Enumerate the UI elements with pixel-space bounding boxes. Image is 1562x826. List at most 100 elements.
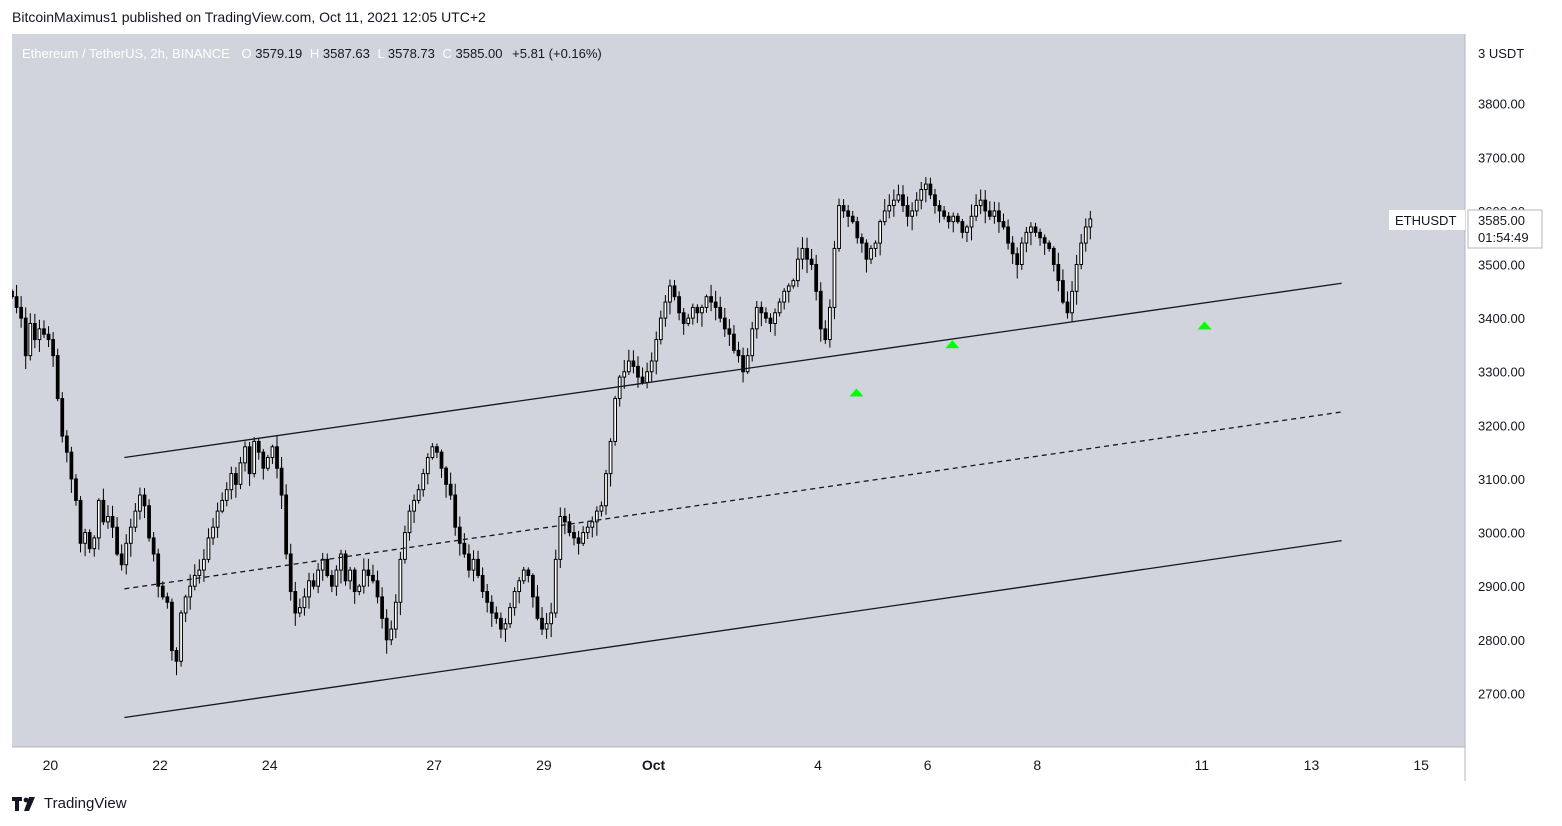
candle-body bbox=[709, 296, 713, 303]
ticker-label-bg bbox=[1389, 210, 1465, 230]
legend-close-label: C bbox=[443, 46, 452, 61]
candle-body bbox=[142, 494, 147, 507]
time-tick-label: Oct bbox=[642, 757, 666, 773]
price-tick-label: 3000.00 bbox=[1478, 526, 1525, 541]
candle-body bbox=[192, 574, 197, 587]
candle-body bbox=[933, 194, 937, 207]
candle-body bbox=[266, 457, 270, 469]
candle-body bbox=[572, 532, 576, 539]
time-ticks: 20 22 24 27 29 Oct 4 6 8 11 13 15 bbox=[43, 757, 1430, 773]
candle-body bbox=[489, 601, 494, 614]
candle-body bbox=[462, 542, 467, 555]
candle-body bbox=[713, 301, 718, 308]
ticker-label: ETHUSDT bbox=[1395, 213, 1456, 228]
candle-body bbox=[325, 558, 330, 576]
candle-body bbox=[727, 328, 732, 335]
candle-body bbox=[393, 601, 398, 630]
candle-body bbox=[197, 569, 202, 576]
candle-body bbox=[1019, 242, 1024, 266]
candle-body bbox=[581, 532, 586, 544]
candle-body bbox=[234, 473, 238, 485]
candle-body bbox=[51, 339, 55, 357]
candle-body bbox=[800, 247, 805, 260]
candle-body bbox=[855, 221, 860, 239]
candle-body bbox=[791, 280, 796, 287]
candle-body bbox=[284, 494, 289, 555]
candle-body bbox=[1006, 226, 1010, 244]
time-tick-label: 22 bbox=[152, 757, 168, 773]
candle-body bbox=[923, 183, 928, 190]
candle-body bbox=[622, 371, 627, 378]
candle-body bbox=[87, 532, 92, 550]
candle-body bbox=[320, 558, 325, 571]
support-marker-icon bbox=[945, 340, 960, 349]
candle-body bbox=[403, 532, 407, 560]
candle-body bbox=[617, 376, 622, 400]
candle-body bbox=[407, 510, 412, 534]
candle-body bbox=[599, 505, 604, 512]
candle-body bbox=[521, 569, 526, 582]
last-price-tag[interactable]: ETHUSDT 3585.00 01:54:49 bbox=[1389, 209, 1543, 249]
price-tick-label: 3500.00 bbox=[1478, 258, 1525, 273]
candle-body bbox=[14, 296, 19, 308]
candle-body bbox=[873, 242, 878, 249]
candle-body bbox=[677, 296, 681, 314]
candle-body bbox=[243, 446, 247, 464]
candle-body bbox=[750, 328, 755, 357]
price-tick-label: 3300.00 bbox=[1478, 365, 1525, 380]
candle-body bbox=[983, 199, 988, 212]
candle-body bbox=[133, 510, 138, 528]
candle-body bbox=[818, 290, 823, 330]
candle-body bbox=[558, 515, 563, 560]
candle-body bbox=[1042, 237, 1047, 244]
candle-body bbox=[869, 247, 873, 260]
candle-body bbox=[183, 596, 188, 614]
published-header: BitcoinMaximus1 published on TradingView… bbox=[12, 9, 486, 25]
candle-body bbox=[307, 580, 311, 598]
candle-body bbox=[704, 296, 709, 308]
candle-body bbox=[279, 467, 284, 496]
price-chart[interactable]: 2700.00 2800.00 2900.00 3000.00 3100.00 3200.… bbox=[12, 34, 1549, 781]
candle-body bbox=[608, 440, 613, 475]
candle-body bbox=[128, 526, 133, 544]
candle-body bbox=[412, 499, 416, 512]
candle-body bbox=[275, 446, 279, 469]
candle-body bbox=[115, 526, 119, 555]
time-axis[interactable] bbox=[12, 747, 1465, 781]
price-axis[interactable] bbox=[1465, 34, 1549, 781]
candle-body bbox=[773, 312, 777, 324]
candle-body bbox=[1065, 301, 1070, 314]
candle-body bbox=[261, 451, 266, 469]
candle-body bbox=[78, 499, 83, 544]
price-tick-label: 2900.00 bbox=[1478, 579, 1525, 594]
plot-area[interactable] bbox=[12, 34, 1465, 747]
candle-body bbox=[814, 264, 819, 292]
candle-body bbox=[553, 558, 558, 614]
candle-body bbox=[74, 478, 78, 501]
candle-body bbox=[576, 537, 581, 544]
footer-brand[interactable]: TradingView bbox=[12, 795, 127, 812]
candle-body bbox=[293, 591, 298, 614]
candle-body bbox=[654, 339, 659, 362]
candle-body bbox=[672, 285, 677, 298]
candle-body bbox=[732, 333, 736, 351]
candle-body bbox=[1061, 280, 1065, 303]
candle-body bbox=[736, 349, 741, 357]
candle-body bbox=[955, 215, 960, 223]
candle-body bbox=[220, 499, 225, 512]
candle-body bbox=[229, 473, 234, 491]
candle-body bbox=[1010, 242, 1015, 255]
candle-body bbox=[718, 306, 723, 319]
candle-body bbox=[101, 499, 106, 523]
chart-container[interactable]: 2700.00 2800.00 2900.00 3000.00 3100.00 3200.… bbox=[12, 34, 1549, 781]
candle-body bbox=[92, 537, 97, 550]
candle-body bbox=[156, 553, 161, 587]
candle-body bbox=[110, 515, 115, 528]
candle-body bbox=[476, 558, 480, 576]
candle-body bbox=[1056, 264, 1061, 282]
price-tick-label: 3800.00 bbox=[1478, 97, 1525, 112]
time-tick-label: 11 bbox=[1195, 757, 1210, 773]
candle-body bbox=[887, 205, 892, 212]
legend-low-label: L bbox=[378, 46, 385, 61]
candle-body bbox=[256, 440, 261, 453]
